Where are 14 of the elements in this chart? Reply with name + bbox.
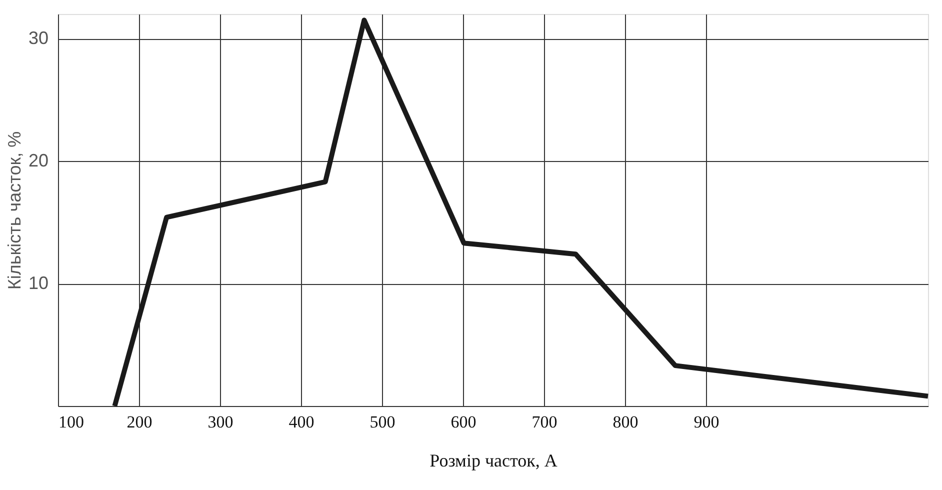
x-tick-label: 500 — [370, 412, 396, 432]
x-axis-title: Розмір часток, А — [430, 450, 558, 470]
y-tick-label: 10 — [28, 273, 48, 293]
y-axis-title: Кількість часток, % — [4, 131, 24, 290]
x-tick-label: 400 — [288, 412, 314, 432]
y-tick-label: 30 — [28, 28, 48, 48]
x-tick-label: 600 — [450, 412, 476, 432]
x-tick-label: 800 — [612, 412, 638, 432]
y-tick-label: 20 — [28, 150, 48, 170]
x-tick-label: 300 — [208, 412, 234, 432]
x-tick-label: 900 — [694, 412, 720, 432]
x-tick-label: 700 — [532, 412, 558, 432]
x-tick-label: 100 — [58, 412, 84, 432]
x-tick-label: 200 — [126, 412, 152, 432]
